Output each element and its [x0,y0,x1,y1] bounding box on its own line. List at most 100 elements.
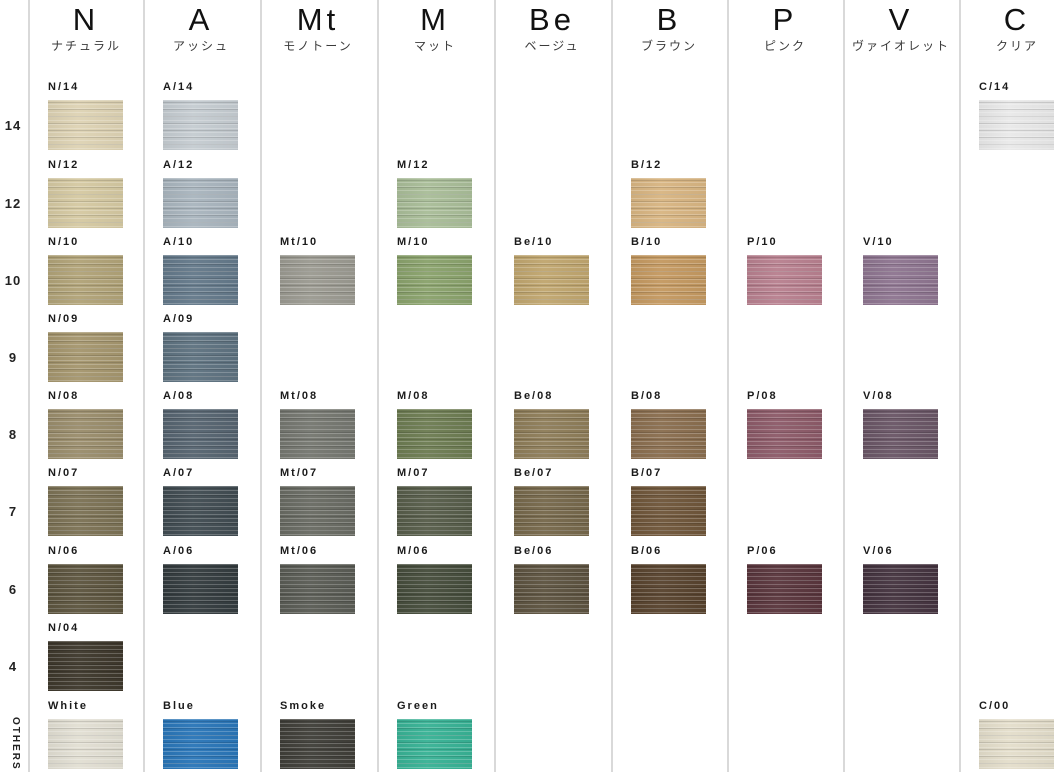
swatch-tile [48,255,123,305]
column-header: N ナチュラル [28,2,144,53]
swatch-tile [397,719,472,769]
column-kana: アッシュ [172,39,229,53]
swatch-cell: B/10 [631,236,706,305]
swatch-tile [48,409,123,459]
swatch-cell: B/06 [631,545,706,614]
swatch-label: N/10 [48,236,80,248]
swatch-tile [397,486,472,536]
column-kana: クリア [995,39,1038,53]
swatch-label: Mt/07 [280,467,319,479]
column-letter: P [772,2,798,37]
column-divider [377,0,379,772]
column-divider [843,0,845,772]
swatch-label: P/06 [747,545,778,557]
column-letter: C [1003,2,1031,37]
column-header: M マット [377,2,493,53]
column-letter: Be [529,2,575,37]
swatch-tile [397,564,472,614]
column-header: C クリア [959,2,1059,53]
swatch-tile [163,564,238,614]
swatch-cell: Mt/10 [280,236,355,305]
swatch-cell: N/14 [48,81,123,150]
swatch-tile [631,178,706,228]
swatch-tile [631,255,706,305]
swatch-cell: B/08 [631,390,706,459]
swatch-cell: A/09 [163,313,238,382]
swatch-label: A/07 [163,467,195,479]
swatch-tile [163,178,238,228]
swatch-tile [48,564,123,614]
swatch-cell: M/06 [397,545,472,614]
swatch-tile [863,255,938,305]
column-divider [494,0,496,772]
swatch-label: N/07 [48,467,80,479]
swatch-cell: A/12 [163,159,238,228]
swatch-label: M/06 [397,545,430,557]
swatch-tile [631,409,706,459]
swatch-cell: M/07 [397,467,472,536]
swatch-tile [163,409,238,459]
swatch-cell: N/08 [48,390,123,459]
swatch-label: A/14 [163,81,195,93]
swatch-cell: V/08 [863,390,938,459]
column-kana: ベージュ [524,39,580,53]
swatch-label: M/08 [397,390,430,402]
swatch-cell: N/07 [48,467,123,536]
swatch-cell: N/10 [48,236,123,305]
swatch-cell: A/10 [163,236,238,305]
swatch-tile [48,100,123,150]
column-header: V ヴァイオレット [843,2,959,53]
swatch-label: C/14 [979,81,1011,93]
swatch-cell: P/10 [747,236,822,305]
swatch-label: Blue [163,700,195,712]
swatch-label: B/06 [631,545,663,557]
row-level-label: 4 [8,659,18,674]
swatch-cell: Be/08 [514,390,589,459]
swatch-cell: Green [397,700,472,769]
swatch-label: A/12 [163,159,195,171]
swatch-cell: P/06 [747,545,822,614]
swatch-tile [48,719,123,769]
row-level-label: OTHERS [10,717,21,771]
column-kana: マット [413,39,456,53]
column-letter: N [72,2,100,37]
column-divider [260,0,262,772]
swatch-cell: A/14 [163,81,238,150]
swatch-label: B/07 [631,467,663,479]
swatch-cell: B/07 [631,467,706,536]
swatch-cell: V/06 [863,545,938,614]
swatch-tile [163,100,238,150]
swatch-cell: Smoke [280,700,355,769]
swatch-label: A/09 [163,313,195,325]
swatch-tile [48,332,123,382]
swatch-cell: M/08 [397,390,472,459]
swatch-cell: A/06 [163,545,238,614]
swatch-cell: B/12 [631,159,706,228]
swatch-tile [514,564,589,614]
swatch-label: Mt/08 [280,390,319,402]
swatch-tile [514,409,589,459]
column-kana: ブラウン [640,39,697,53]
swatch-tile [397,409,472,459]
swatch-label: A/06 [163,545,195,557]
swatch-label: N/14 [48,81,80,93]
swatch-tile [747,255,822,305]
swatch-label: Green [397,700,439,712]
swatch-cell: N/09 [48,313,123,382]
swatch-tile [863,564,938,614]
column-kana: ピンク [763,39,806,53]
column-letter: M [420,2,450,37]
swatch-tile [631,486,706,536]
swatch-label: N/09 [48,313,80,325]
swatch-label: N/12 [48,159,80,171]
swatch-tile [397,255,472,305]
swatch-tile [863,409,938,459]
swatch-tile [280,564,355,614]
swatch-cell: M/12 [397,159,472,228]
column-header: Mt モノトーン [260,2,376,53]
column-kana: モノトーン [283,39,353,53]
swatch-cell: Be/10 [514,236,589,305]
swatch-label: Be/07 [514,467,554,479]
swatch-tile [48,641,123,691]
row-level-label: 7 [8,504,18,519]
